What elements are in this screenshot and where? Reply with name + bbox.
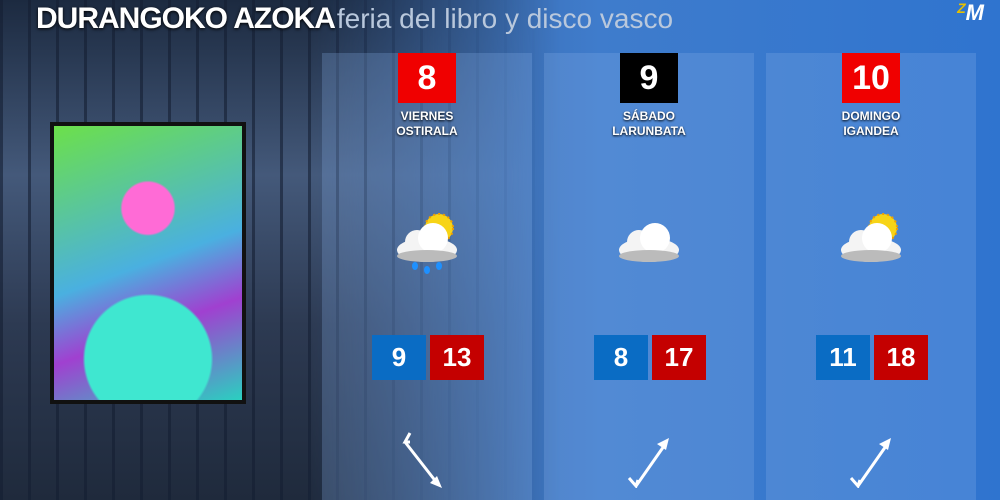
page-subtitle: feria del libro y disco vasco [336, 3, 674, 34]
wind-southeast-icon [403, 431, 444, 488]
day-panel-sunday: 10 DOMINGO IGANDEA 11 18 [766, 53, 976, 500]
max-temp: 17 [652, 335, 706, 380]
sun-cloud-rain-icon [397, 213, 457, 274]
sun-cloud-icon [841, 213, 901, 262]
date-badge: 10 [842, 53, 900, 103]
cloud-icon [619, 223, 679, 262]
min-temp: 11 [816, 335, 870, 380]
min-temp: 9 [372, 335, 426, 380]
date-badge: 8 [398, 53, 456, 103]
event-poster [50, 122, 246, 404]
day-label: SÁBADO LARUNBATA [612, 109, 686, 138]
min-temp: 8 [594, 335, 648, 380]
day-panel-saturday: 9 SÁBADO LARUNBATA 8 17 [544, 53, 754, 500]
date-badge: 9 [620, 53, 678, 103]
channel-logo: ZM [957, 0, 984, 25]
day-label: DOMINGO IGANDEA [841, 109, 901, 138]
header: DURANGOKO AZOKA feria del libro y disco … [36, 2, 673, 36]
max-temp: 18 [874, 335, 928, 380]
max-temp: 13 [430, 335, 484, 380]
wind-northeast-icon [627, 436, 671, 488]
wind-northeast-icon [849, 436, 893, 488]
day-panel-friday: 8 VIERNES OSTIRALA 9 13 [322, 53, 532, 500]
page-title: DURANGOKO AZOKA [36, 2, 336, 35]
day-label: VIERNES OSTIRALA [396, 109, 458, 138]
